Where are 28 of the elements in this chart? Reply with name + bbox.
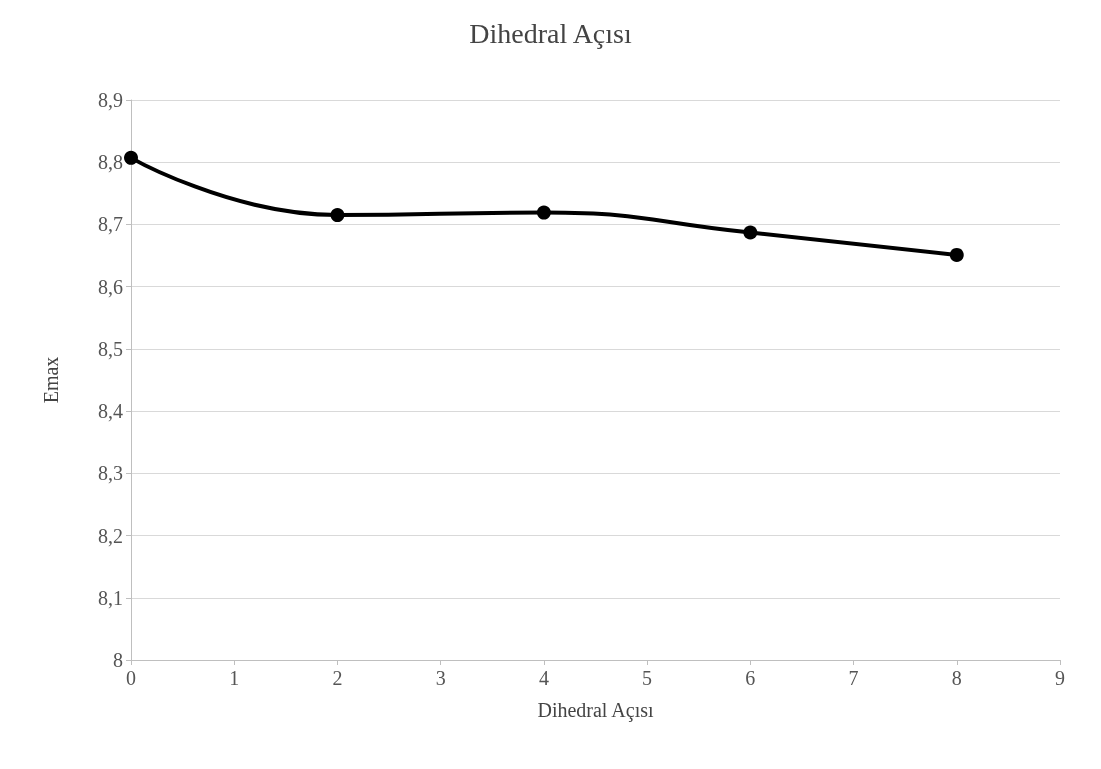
y-tick-label: 8,5	[98, 337, 123, 360]
x-tick-label: 2	[332, 667, 343, 689]
x-tick-label: 4	[538, 667, 549, 689]
y-tick-label: 8,6	[98, 275, 123, 298]
x-tick-label: 6	[745, 667, 756, 689]
chart-title: Dihedral Açısı	[469, 17, 632, 49]
y-axis-title: Emax	[40, 356, 62, 404]
point	[124, 150, 138, 165]
x-tick-label: 9	[1055, 667, 1065, 689]
y-tick-label: 8,7	[98, 213, 123, 236]
x-axis-title: Dihedral Açısı	[537, 699, 654, 722]
y-tick-label: 8,4	[98, 400, 123, 423]
point	[949, 247, 964, 262]
x-tick-label: 7	[848, 667, 859, 689]
x-tick-label: 8	[951, 667, 962, 689]
y-tick-label: 8,2	[98, 524, 123, 547]
y-tick-label: 8,3	[98, 462, 123, 485]
point	[743, 225, 758, 240]
x-tick-label: 1	[229, 667, 240, 689]
point	[536, 205, 551, 220]
y-tick-label: 8,1	[98, 586, 123, 609]
y-tick-label: 8	[113, 649, 123, 671]
x-tick-label: 0	[126, 667, 136, 689]
x-tick-label: 5	[642, 667, 653, 689]
y-tick-label: 8,8	[98, 151, 123, 174]
point	[330, 208, 345, 223]
y-tick-label: 8,9	[98, 89, 123, 111]
x-tick-label: 3	[435, 667, 446, 689]
